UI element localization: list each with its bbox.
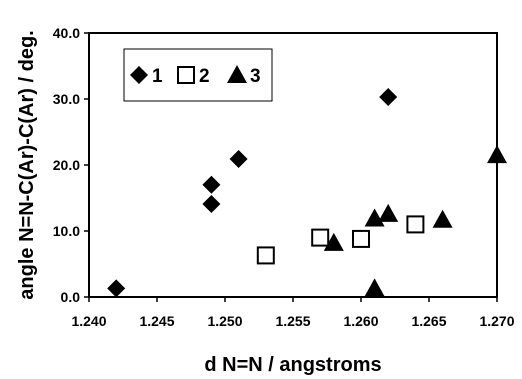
series-2-point (406, 215, 425, 234)
y-tick-label: 0.0 (61, 289, 81, 305)
legend-box (123, 48, 273, 102)
series-3-point (323, 232, 344, 251)
series-2-point (311, 228, 330, 247)
x-tick-label: 1.240 (71, 313, 106, 329)
x-tick-label: 1.270 (479, 313, 514, 329)
x-axis-title: d N=N / angstroms (204, 354, 381, 376)
series-1-point (379, 88, 398, 107)
x-tick-label: 1.260 (343, 313, 378, 329)
series-3-point (432, 209, 453, 228)
series-3-point (364, 208, 385, 227)
series-1-point (202, 194, 221, 213)
x-tick-label: 1.255 (275, 313, 310, 329)
x-tick-label: 1.245 (139, 313, 174, 329)
legend-label-3: 3 (250, 66, 261, 87)
data-points (107, 88, 507, 298)
x-tick-label: 1.265 (411, 313, 446, 329)
series-1-point (202, 175, 221, 194)
series-3-point (487, 145, 507, 164)
y-tick-label: 20.0 (53, 157, 80, 173)
legend-marker-2 (177, 66, 195, 84)
y-tick-label: 30.0 (53, 91, 80, 107)
y-axis-title: angle N=N-C(Ar)-C(Ar) / deg. (16, 30, 38, 299)
y-tick-label: 40.0 (53, 25, 80, 41)
legend-marker-3 (227, 65, 247, 83)
legend-label-1: 1 (152, 66, 163, 87)
series-1-point (229, 150, 248, 169)
series-1-point (107, 279, 126, 298)
series-2-point (256, 246, 275, 265)
series-3-point (378, 203, 399, 222)
legend: 1 2 3 (123, 48, 273, 102)
legend-label-2: 2 (199, 66, 210, 87)
x-tick-label: 1.250 (207, 313, 242, 329)
series-2-point (352, 229, 370, 248)
legend-marker-1 (130, 66, 148, 84)
x-axis: 1.240 1.245 1.250 1.255 1.260 1.265 1.270 (71, 297, 515, 329)
series-3-point (364, 278, 385, 297)
y-tick-label: 10.0 (53, 223, 80, 239)
y-axis: 0.0 10.0 20.0 30.0 40.0 (53, 25, 89, 305)
